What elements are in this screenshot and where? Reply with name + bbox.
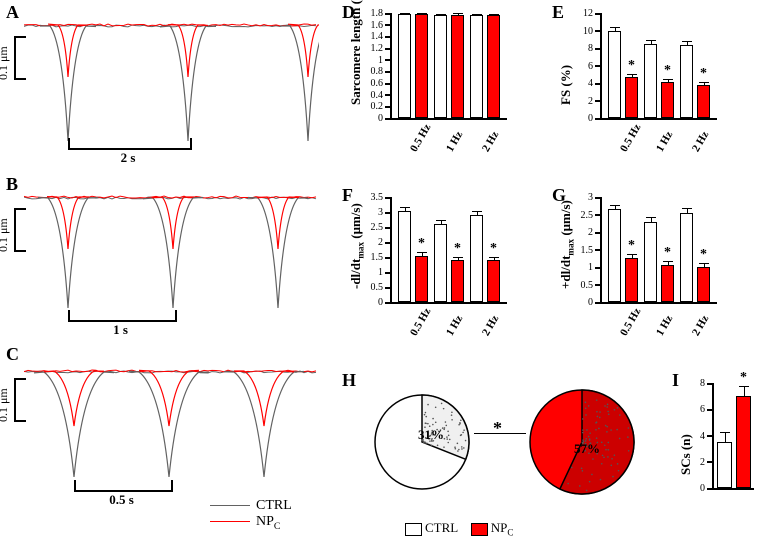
x-scale-c — [74, 480, 173, 492]
pie-sig-star: * — [493, 418, 502, 439]
trace-legend: CTRL NPC — [210, 498, 292, 532]
y-axis-title: Sarcomere length (μm) — [348, 0, 364, 105]
panel-label-c: C — [6, 344, 19, 365]
y-scale-label-a: 0.1 μm — [0, 46, 11, 80]
x-scale-label-b: 1 s — [68, 322, 173, 338]
figure-multipanel: A 0.1 μm 2 s B 0.1 μm 1 s C 0.1 μm 0.5 s… — [0, 0, 779, 549]
bar-chart-f: -dl/dtmax (μm/s)00.511.522.533.5***0.5 H… — [350, 192, 512, 347]
pie-npc-label: 57% — [574, 441, 600, 457]
panel-label-a: A — [6, 2, 19, 23]
pie-ctrl-label: 31% — [418, 427, 444, 443]
bar-chart-i: SCs (n)02468* — [680, 378, 770, 533]
x-scale-b — [68, 310, 177, 322]
bar-chart-d: Sarcomere length (μm)00.20.40.60.811.21.… — [350, 8, 512, 163]
panel-label-b: B — [6, 174, 18, 195]
panel-label-h: H — [342, 370, 356, 391]
y-axis-title: FS (%) — [558, 65, 574, 105]
legend-ctrl-label: CTRL — [256, 498, 292, 513]
pie-panel-h: 31% 57% * — [360, 385, 610, 525]
legend-box-npc-label: NPC — [491, 520, 514, 535]
trace-panel-a — [24, 8, 319, 148]
x-scale-a — [68, 138, 192, 150]
trace-panel-b — [24, 180, 319, 320]
legend-box-ctrl-label: CTRL — [425, 520, 458, 535]
legend-box-npc: NPC — [471, 520, 514, 535]
y-axis-title: +dl/dtmax (μm/s) — [558, 200, 576, 289]
legend-box-ctrl: CTRL — [405, 520, 458, 535]
y-axis-title: -dl/dtmax (μm/s) — [348, 203, 366, 289]
x-scale-label-c: 0.5 s — [74, 492, 169, 508]
y-scale-c — [14, 378, 26, 422]
bar-chart-e: FS (%)024681012***0.5 Hz1 Hz2 Hz — [560, 8, 722, 163]
legend-ctrl-line: CTRL — [210, 498, 292, 514]
y-scale-label-b: 0.1 μm — [0, 218, 11, 252]
x-scale-label-a: 2 s — [68, 150, 188, 166]
y-scale-label-c: 0.1 μm — [0, 388, 11, 422]
y-scale-b — [14, 208, 26, 252]
panel-label-i: I — [672, 370, 679, 391]
y-scale-a — [14, 36, 26, 80]
legend-npc-line: NPC — [210, 514, 292, 532]
trace-panel-c — [24, 350, 319, 490]
bar-chart-g: +dl/dtmax (μm/s)00.511.522.53***0.5 Hz1 … — [560, 192, 722, 347]
series-legend: CTRL NPC — [405, 520, 513, 538]
legend-npc-label: NPC — [256, 514, 280, 529]
